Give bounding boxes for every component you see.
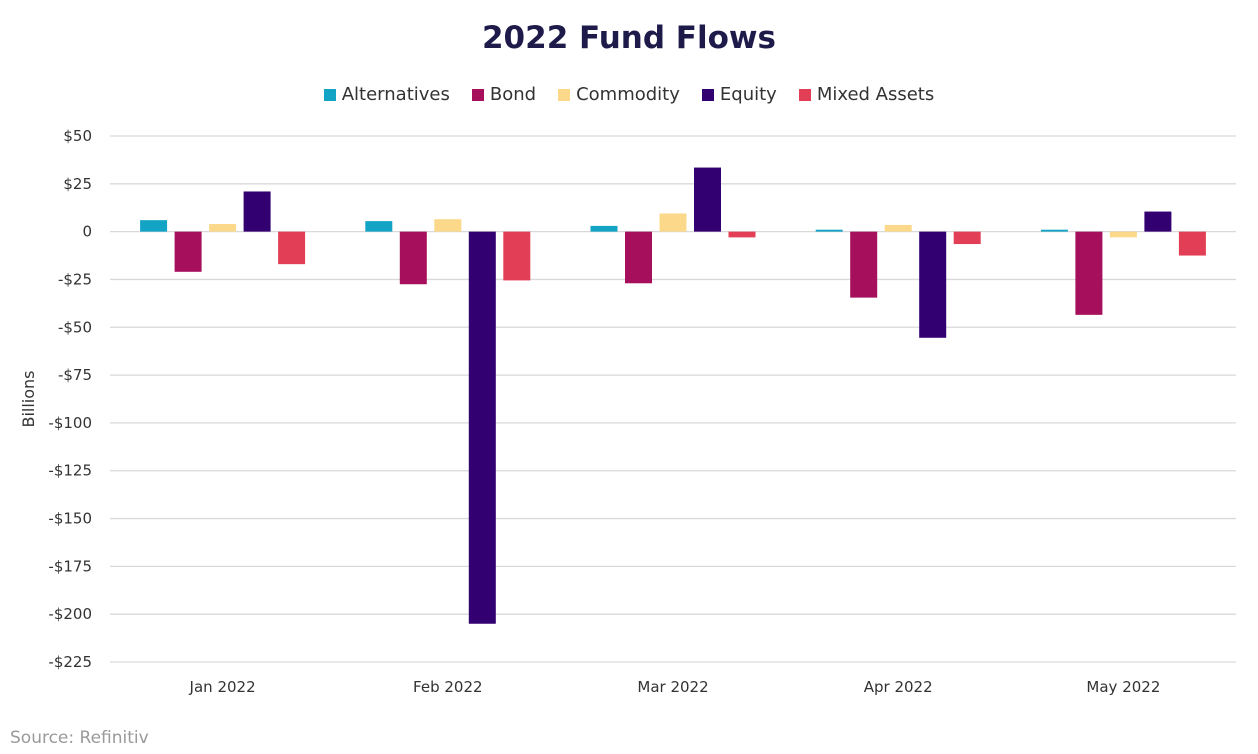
legend-label: Alternatives xyxy=(341,84,450,105)
y-tick-label: -$50 xyxy=(58,318,92,336)
bar-equity xyxy=(694,167,721,232)
x-tick-label: Apr 2022 xyxy=(864,678,933,696)
legend-item: Bond xyxy=(471,84,537,105)
y-axis-title: Billions xyxy=(19,370,38,427)
bar-equity xyxy=(919,231,947,338)
bar-commodity xyxy=(209,223,237,232)
bar-commodity xyxy=(884,224,912,232)
bar-alternatives xyxy=(815,229,843,232)
legend-swatch xyxy=(471,88,484,101)
legend-swatch xyxy=(323,88,336,101)
y-tick-label: -$200 xyxy=(48,605,92,623)
legend-label: Mixed Assets xyxy=(816,84,935,105)
bar-commodity xyxy=(659,213,687,232)
legend-swatch xyxy=(798,88,811,101)
chart-title: 2022 Fund Flows xyxy=(481,20,776,56)
legend-item: Mixed Assets xyxy=(798,84,935,105)
y-tick-label: -$225 xyxy=(48,653,92,671)
x-tick-label: Jan 2022 xyxy=(189,678,256,696)
x-tick-label: Mar 2022 xyxy=(637,678,708,696)
source-note: Source: Refinitiv xyxy=(10,728,149,748)
bar-bond xyxy=(625,231,652,284)
legend-item: Equity xyxy=(701,84,777,105)
bar-alternatives xyxy=(1040,229,1068,232)
y-tick-label: -$100 xyxy=(48,414,92,432)
legend-item: Alternatives xyxy=(323,84,450,105)
y-tick-label: -$150 xyxy=(48,510,92,528)
bar-mixed-assets xyxy=(1178,231,1206,256)
bar-equity xyxy=(1144,211,1172,232)
bar-bond xyxy=(850,231,878,298)
bar-commodity xyxy=(434,219,462,232)
y-tick-label: 0 xyxy=(82,223,92,241)
chart-legend: Alternatives Bond Commodity Equity Mixed Ass… xyxy=(0,84,1258,105)
legend-swatch xyxy=(558,88,571,101)
bar-bond xyxy=(1075,231,1103,315)
x-tick-label: May 2022 xyxy=(1086,678,1160,696)
legend-swatch xyxy=(701,88,714,101)
y-tick-label: -$125 xyxy=(48,462,92,480)
y-tick-label: -$175 xyxy=(48,557,92,575)
x-tick-label: Feb 2022 xyxy=(413,678,483,696)
bar-alternatives xyxy=(365,221,393,232)
bar-bond xyxy=(174,231,202,272)
bar-equity xyxy=(468,231,496,624)
legend-label: Bond xyxy=(489,84,537,105)
bar-alternatives xyxy=(590,225,618,232)
y-tick-label: $25 xyxy=(63,175,92,193)
y-tick-label: $50 xyxy=(63,127,92,145)
legend-label: Commodity xyxy=(576,84,680,105)
bar-mixed-assets xyxy=(503,231,531,281)
bar-equity xyxy=(243,191,271,232)
legend-item: Commodity xyxy=(558,84,680,105)
bar-mixed-assets xyxy=(728,231,756,238)
bar-commodity xyxy=(1109,231,1137,238)
y-tick-label: -$75 xyxy=(58,366,92,384)
bar-mixed-assets xyxy=(953,231,981,245)
bar-mixed-assets xyxy=(278,231,306,265)
y-tick-label: -$25 xyxy=(58,270,92,288)
bar-bond xyxy=(399,231,427,285)
bar-alternatives xyxy=(140,220,168,232)
legend-label: Equity xyxy=(719,84,777,105)
